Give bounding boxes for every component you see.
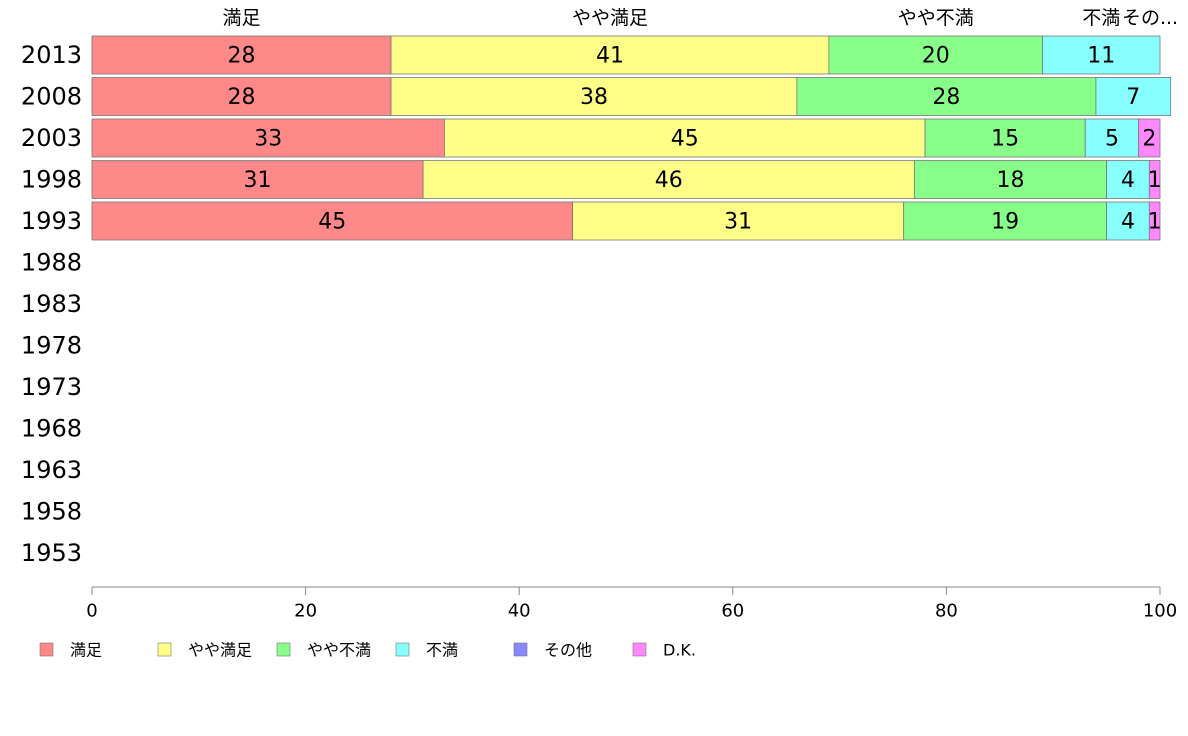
- data-label: 1: [1148, 168, 1162, 193]
- data-label: 33: [254, 127, 282, 152]
- category-label: 1963: [21, 456, 82, 484]
- legend-label: 不満: [426, 641, 458, 660]
- category-label: 1968: [21, 415, 82, 443]
- bar-segment: [913, 160, 1107, 199]
- x-tick-label: 80: [935, 601, 958, 622]
- data-label: 31: [244, 168, 272, 193]
- bar-segment: [91, 77, 392, 116]
- data-label: 20: [922, 44, 950, 69]
- data-label: 15: [991, 127, 1019, 152]
- data-label: 28: [228, 44, 256, 69]
- data-label: 5: [1105, 127, 1119, 152]
- data-label: 46: [655, 168, 683, 193]
- bar-segment: [1138, 118, 1161, 158]
- data-label: 7: [1126, 85, 1140, 110]
- legend-label: その他: [544, 641, 592, 660]
- legend-label: やや満足: [188, 641, 252, 660]
- category-label: 1978: [21, 332, 82, 360]
- bar-segment: [572, 201, 905, 241]
- x-tick-label: 0: [86, 601, 97, 622]
- data-label: 28: [932, 85, 960, 110]
- bar-segment: [796, 77, 1097, 116]
- legend-swatch: [39, 642, 54, 657]
- data-label: 11: [1087, 44, 1115, 69]
- legend-swatch: [276, 642, 291, 657]
- data-label: 38: [580, 85, 608, 110]
- data-label: 28: [228, 85, 256, 110]
- bar-segment: [422, 160, 915, 199]
- x-tick-label: 40: [508, 601, 531, 622]
- data-label: 2: [1142, 127, 1156, 152]
- legend-swatch: [632, 642, 647, 657]
- series-top-label: 不満: [1082, 7, 1120, 29]
- bar-segment: [91, 201, 574, 241]
- category-label: 1998: [21, 166, 82, 194]
- series-top-label: その...: [1122, 7, 1178, 29]
- series-top-label: やや満足: [572, 7, 648, 29]
- bar-segment: [828, 35, 1043, 75]
- data-label: 41: [596, 44, 624, 69]
- bar-segment: [1042, 35, 1161, 75]
- category-label: 2013: [21, 41, 82, 69]
- data-label: 18: [996, 168, 1024, 193]
- bar-segment: [1148, 201, 1161, 241]
- bar-segment: [1148, 160, 1161, 199]
- bar-segment: [1106, 201, 1150, 241]
- category-label: 2003: [21, 124, 82, 152]
- legend-label: D.K.: [663, 641, 696, 660]
- category-label: 1958: [21, 498, 82, 526]
- data-label: 19: [991, 210, 1019, 235]
- data-label: 4: [1121, 168, 1135, 193]
- bar-segment: [91, 118, 445, 158]
- legend-label: やや不満: [307, 641, 371, 660]
- legend-label: 満足: [70, 641, 102, 660]
- x-tick-label: 60: [721, 601, 744, 622]
- bar-segment: [1095, 77, 1172, 116]
- bar-segment: [91, 35, 392, 75]
- bar-segment: [1106, 160, 1150, 199]
- category-label: 1953: [21, 539, 82, 567]
- series-top-label: やや不満: [898, 7, 974, 29]
- bar-segment: [1084, 118, 1140, 158]
- data-label: 31: [724, 210, 752, 235]
- legend-swatch: [513, 642, 528, 657]
- bar-segment: [91, 160, 424, 199]
- series-top-label: 満足: [223, 7, 261, 29]
- category-label: 1988: [21, 249, 82, 277]
- legend-swatch: [157, 642, 172, 657]
- data-label: 1: [1148, 210, 1162, 235]
- legend-swatch: [395, 642, 410, 657]
- bar-segment: [903, 201, 1107, 241]
- category-label: 2008: [21, 83, 82, 111]
- category-label: 1983: [21, 290, 82, 318]
- data-label: 45: [318, 210, 346, 235]
- data-label: 4: [1121, 210, 1135, 235]
- x-tick-label: 100: [1143, 601, 1177, 622]
- category-label: 1993: [21, 207, 82, 235]
- category-label: 1973: [21, 373, 82, 401]
- bar-segment: [390, 35, 830, 75]
- x-tick-label: 20: [294, 601, 317, 622]
- bar-segment: [444, 118, 926, 158]
- bar-segment: [390, 77, 798, 116]
- data-label: 45: [671, 127, 699, 152]
